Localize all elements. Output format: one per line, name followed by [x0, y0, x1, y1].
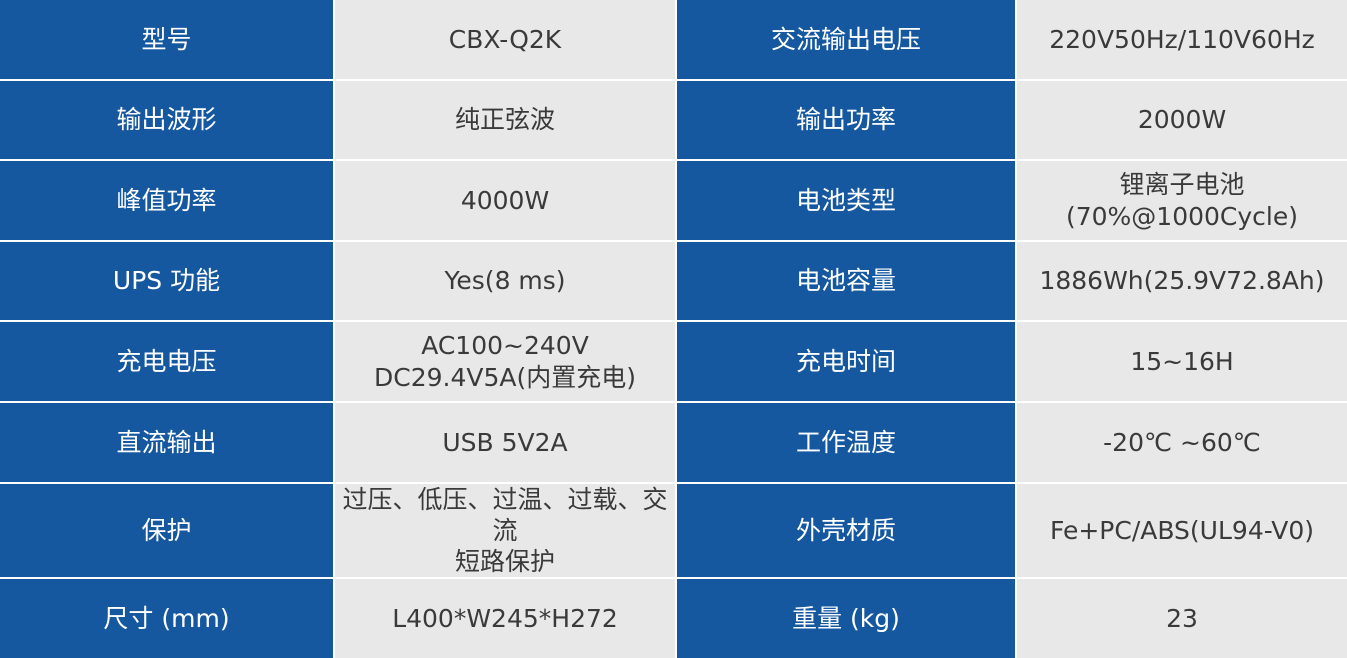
spec-value: 纯正弦波 [335, 80, 675, 160]
spec-value: 锂离子电池 (70%@1000Cycle) [1017, 161, 1347, 240]
spec-label: 型号 [0, 0, 333, 79]
spec-value: L400*W245*H272 [335, 579, 675, 658]
spec-label: 电池容量 [677, 241, 1015, 321]
spec-label: 输出功率 [677, 80, 1015, 160]
spec-value: Yes(8 ms) [335, 241, 675, 321]
spec-label: 峰值功率 [0, 161, 333, 240]
spec-label: 直流输出 [0, 403, 333, 482]
spec-value: AC100~240V DC29.4V5A(内置充电) [335, 322, 675, 402]
spec-value: 4000W [335, 161, 675, 240]
spec-value: -20℃ ~60℃ [1017, 403, 1347, 482]
spec-value: 15~16H [1017, 322, 1347, 402]
spec-label: 电池类型 [677, 161, 1015, 240]
spec-label: 充电时间 [677, 322, 1015, 402]
spec-value: Fe+PC/ABS(UL94-V0) [1017, 483, 1347, 578]
spec-value: 220V50Hz/110V60Hz [1017, 0, 1347, 79]
spec-value: 过压、低压、过温、过载、交 流 短路保护 [335, 483, 675, 578]
spec-label: 外壳材质 [677, 483, 1015, 578]
spec-value: 2000W [1017, 80, 1347, 160]
spec-value: 23 [1017, 579, 1347, 658]
spec-label: 输出波形 [0, 80, 333, 160]
spec-label: 重量 (kg) [677, 579, 1015, 658]
spec-label: 工作温度 [677, 403, 1015, 482]
spec-label: UPS 功能 [0, 241, 333, 321]
spec-label: 保护 [0, 483, 333, 578]
spec-value: CBX-Q2K [335, 0, 675, 79]
spec-label: 交流输出电压 [677, 0, 1015, 79]
spec-value: USB 5V2A [335, 403, 675, 482]
spec-value: 1886Wh(25.9V72.8Ah) [1017, 241, 1347, 321]
spec-label: 尺寸 (mm) [0, 579, 333, 658]
spec-label: 充电电压 [0, 322, 333, 402]
